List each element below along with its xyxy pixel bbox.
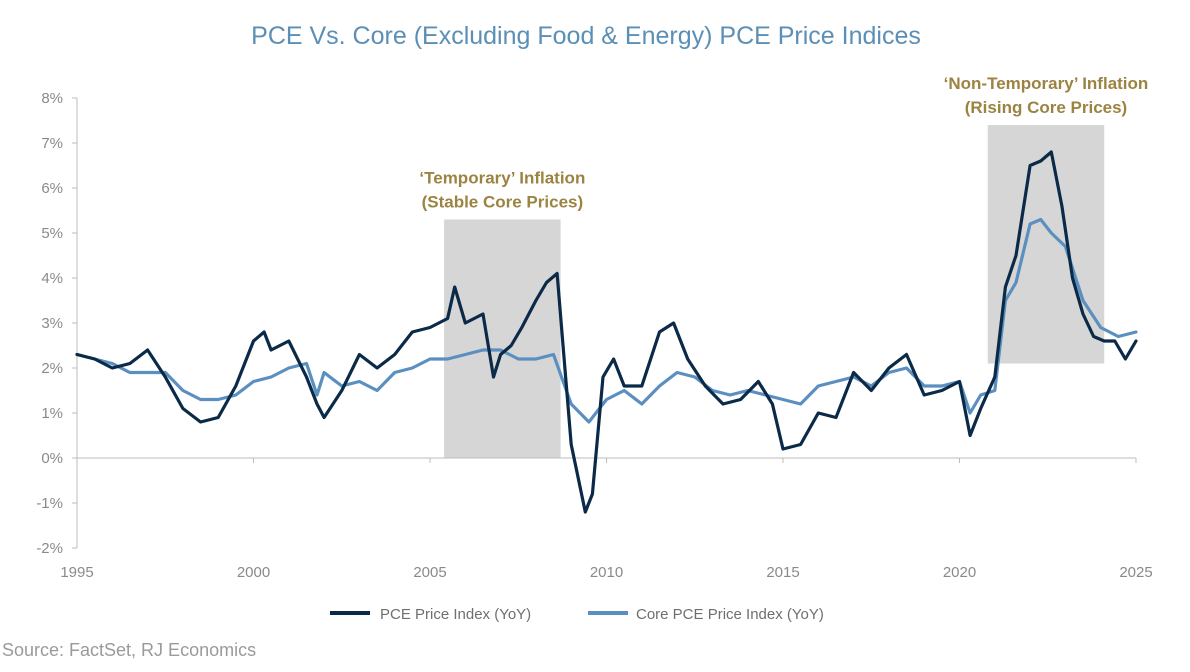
legend: PCE Price Index (YoY) Core PCE Price Ind… xyxy=(330,606,824,623)
x-tick-label: 2015 xyxy=(766,564,799,581)
annotation-0-line-0: ‘Temporary’ Inflation xyxy=(419,169,585,188)
annotation-0-line-1: (Stable Core Prices) xyxy=(422,193,584,212)
x-tick-label: 2010 xyxy=(590,564,623,581)
x-tick-label: 2005 xyxy=(413,564,446,581)
y-tick-label: 4% xyxy=(41,270,63,287)
series-lines xyxy=(75,150,1138,514)
y-tick-label: 7% xyxy=(41,135,63,152)
series-line-core xyxy=(75,217,1138,424)
y-tick-label: 3% xyxy=(41,315,63,332)
y-tick-label: 5% xyxy=(41,225,63,242)
chart-title: PCE Vs. Core (Excluding Food & Energy) P… xyxy=(251,22,921,50)
y-tick-label: 0% xyxy=(41,450,63,467)
highlight-regions xyxy=(444,125,1105,458)
x-tick-label: 2025 xyxy=(1119,564,1152,581)
source-note: Source: FactSet, RJ Economics xyxy=(2,640,256,660)
x-tick-label: 2000 xyxy=(237,564,270,581)
annotation-1-line-0: ‘Non-Temporary’ Inflation xyxy=(944,74,1149,93)
x-tick-label: 1995 xyxy=(60,564,93,581)
y-tick-label: -1% xyxy=(36,495,63,512)
highlight-region-1 xyxy=(987,125,1105,364)
y-tick-label: -2% xyxy=(36,540,63,557)
axes: -2% -1% 0% 1% 2% 3% 4% 5% 6% 7% 8% 1995 2000 2005 2010… xyxy=(36,90,1152,581)
y-tick-label: 6% xyxy=(41,180,63,197)
highlight-region-0 xyxy=(444,219,561,458)
legend-label-core: Core PCE Price Index (YoY) xyxy=(636,606,824,623)
annotations: ‘Temporary’ Inflation (Stable Core Prices… xyxy=(419,74,1148,212)
x-tick-label: 2020 xyxy=(943,564,976,581)
y-tick-label: 1% xyxy=(41,405,63,422)
y-tick-label: 2% xyxy=(41,360,63,377)
legend-label-pce: PCE Price Index (YoY) xyxy=(380,606,531,623)
series-line-pce xyxy=(75,150,1138,514)
annotation-1-line-1: (Rising Core Prices) xyxy=(965,98,1128,117)
y-tick-label: 8% xyxy=(41,90,63,107)
